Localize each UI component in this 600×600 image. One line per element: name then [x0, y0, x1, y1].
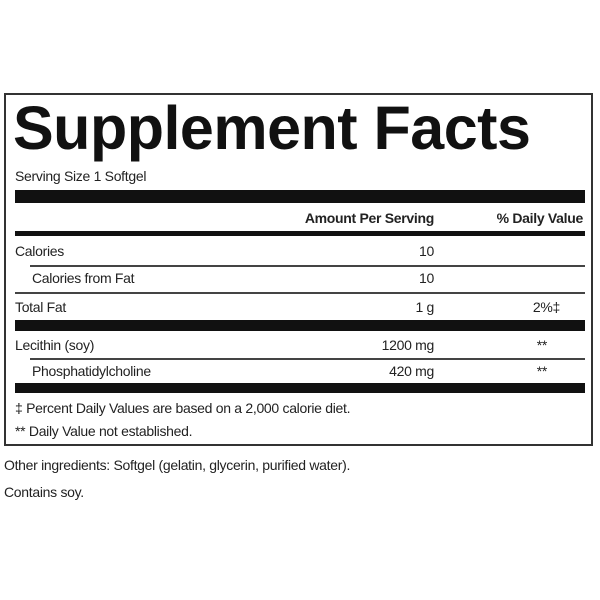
- row-name: Calories from Fat: [32, 270, 135, 286]
- row-divider: [30, 358, 585, 360]
- row-name: Phosphatidylcholine: [32, 363, 151, 379]
- serving-size: Serving Size 1 Softgel: [15, 168, 147, 184]
- row-amount: 10: [419, 270, 434, 286]
- thick-divider: [15, 383, 585, 393]
- allergen-statement: Contains soy.: [4, 484, 84, 500]
- row-divider: [15, 292, 585, 294]
- thick-divider: [15, 190, 585, 203]
- row-amount: 1 g: [415, 299, 434, 315]
- other-ingredients: Other ingredients: Softgel (gelatin, gly…: [4, 457, 351, 473]
- row-name: Total Fat: [15, 299, 66, 315]
- amount-header: Amount Per Serving: [304, 210, 434, 226]
- row-amount: 10: [419, 243, 434, 259]
- supplement-facts-panel: [4, 93, 593, 446]
- row-amount: 1200 mg: [381, 337, 435, 353]
- row-amount: 420 mg: [389, 363, 434, 379]
- dv-header: % Daily Value: [496, 210, 584, 226]
- row-divider: [30, 265, 585, 267]
- row-name: Lecithin (soy): [15, 337, 95, 353]
- panel-title: Supplement Facts: [13, 94, 531, 162]
- row-name: Calories: [15, 243, 64, 259]
- thick-divider: [15, 320, 585, 331]
- footnote: ** Daily Value not established.: [15, 423, 193, 439]
- footnote: ‡ Percent Daily Values are based on a 2,…: [15, 400, 351, 416]
- row-dv: **: [536, 363, 548, 379]
- medium-divider: [15, 231, 585, 236]
- row-dv: **: [536, 337, 548, 353]
- row-dv: 2%‡: [532, 299, 560, 315]
